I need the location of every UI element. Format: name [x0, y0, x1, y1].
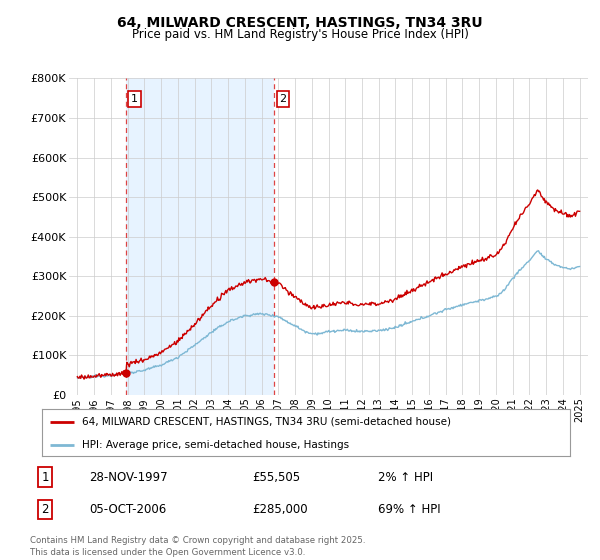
Text: 2: 2 — [279, 94, 286, 104]
Text: 1: 1 — [131, 94, 138, 104]
Text: 2: 2 — [41, 503, 49, 516]
Text: £55,505: £55,505 — [252, 470, 300, 484]
Text: Contains HM Land Registry data © Crown copyright and database right 2025.
This d: Contains HM Land Registry data © Crown c… — [30, 536, 365, 557]
Text: HPI: Average price, semi-detached house, Hastings: HPI: Average price, semi-detached house,… — [82, 440, 349, 450]
Text: 64, MILWARD CRESCENT, HASTINGS, TN34 3RU (semi-detached house): 64, MILWARD CRESCENT, HASTINGS, TN34 3RU… — [82, 417, 451, 427]
Text: 05-OCT-2006: 05-OCT-2006 — [89, 503, 166, 516]
Text: £285,000: £285,000 — [252, 503, 308, 516]
Text: 2% ↑ HPI: 2% ↑ HPI — [378, 470, 433, 484]
Text: 69% ↑ HPI: 69% ↑ HPI — [378, 503, 440, 516]
Text: 64, MILWARD CRESCENT, HASTINGS, TN34 3RU: 64, MILWARD CRESCENT, HASTINGS, TN34 3RU — [117, 16, 483, 30]
Text: 28-NOV-1997: 28-NOV-1997 — [89, 470, 167, 484]
Bar — [126, 78, 274, 395]
Text: 1: 1 — [41, 470, 49, 484]
Text: Price paid vs. HM Land Registry's House Price Index (HPI): Price paid vs. HM Land Registry's House … — [131, 28, 469, 41]
